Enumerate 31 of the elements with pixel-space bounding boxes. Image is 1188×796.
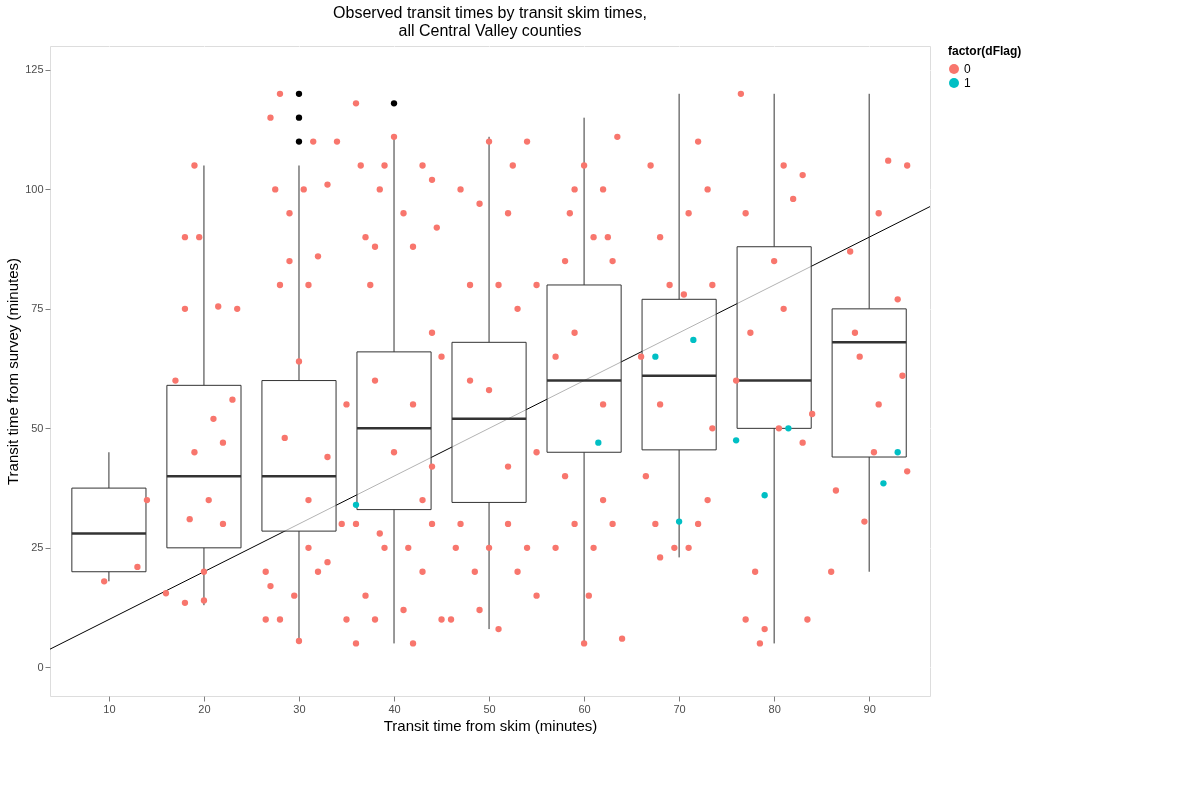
chart-title: Observed transit times by transit skim times, all Central Valley counties — [333, 4, 647, 40]
point — [352, 501, 360, 508]
y-tick-label: 25 — [31, 541, 44, 554]
y-axis-title: Transit time from survey (minutes) — [4, 258, 22, 485]
y-tick-label: 50 — [31, 421, 44, 434]
point — [761, 492, 768, 499]
legend-label: 1 — [964, 76, 971, 90]
x-tick-label: 40 — [388, 702, 401, 715]
x-tick-label: 20 — [198, 702, 211, 715]
y-tick-label: 0 — [37, 660, 44, 673]
y-tick-label: 75 — [31, 302, 44, 315]
x-tick-label: 80 — [768, 702, 781, 715]
y-tick-label: 125 — [25, 63, 44, 76]
point — [894, 449, 901, 456]
x-tick-label: 10 — [103, 702, 116, 715]
x-axis-title: Transit time from skim (minutes) — [383, 716, 598, 734]
x-tick-label: 30 — [293, 702, 306, 715]
x-tick-label: 90 — [863, 702, 876, 715]
x-tick-label: 60 — [578, 702, 591, 715]
legend-label: 0 — [964, 62, 971, 76]
x-tick-label: 70 — [673, 702, 686, 715]
legend-title: factor(dFlag) — [948, 44, 1022, 58]
point — [595, 439, 602, 446]
point — [675, 518, 683, 525]
point — [690, 336, 697, 344]
point — [652, 353, 659, 360]
point — [880, 480, 887, 487]
point — [785, 425, 792, 432]
x-tick-label: 50 — [483, 702, 496, 715]
y-tick-label: 100 — [25, 182, 44, 195]
point — [732, 437, 740, 444]
